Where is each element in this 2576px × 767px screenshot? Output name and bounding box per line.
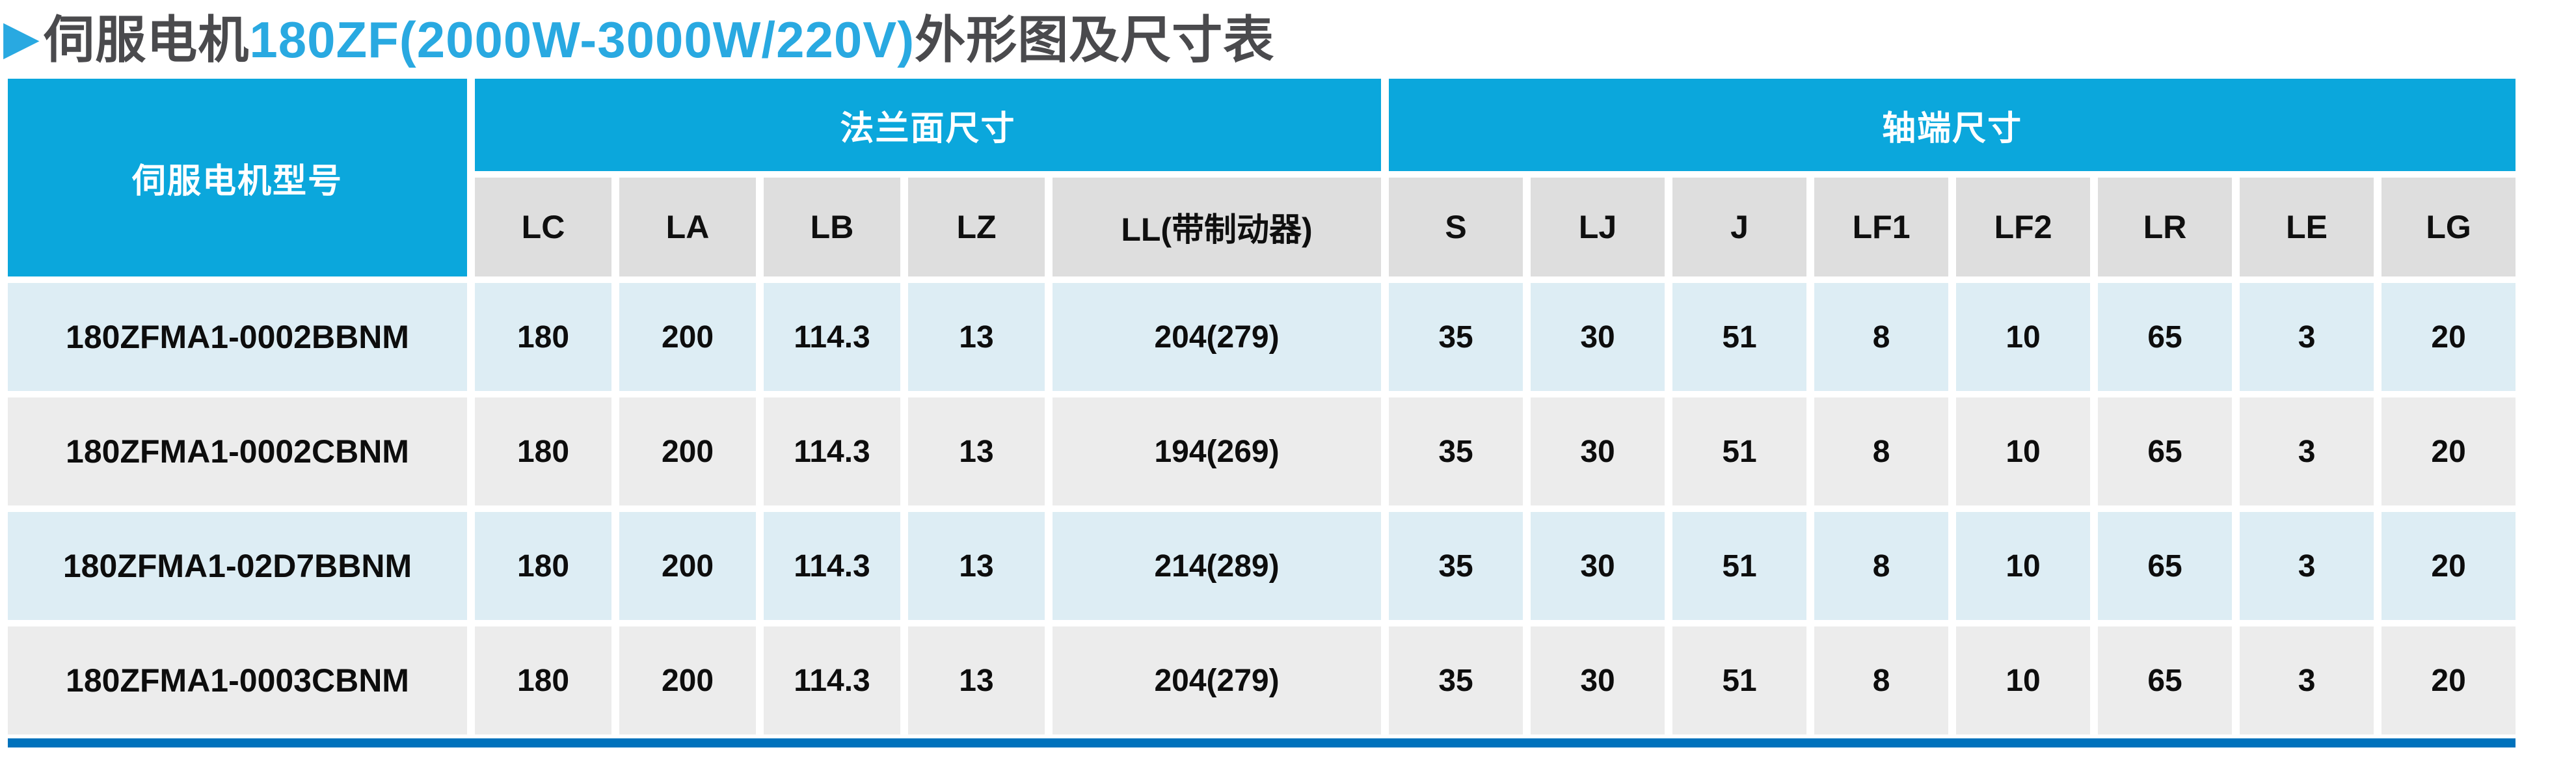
table-bottom-accent-bar (8, 738, 2516, 747)
value-cell: 3 (2240, 626, 2374, 734)
value-cell: 200 (619, 397, 756, 505)
title-arrow-icon: ▶ (4, 13, 39, 62)
model-cell: 180ZFMA1-02D7BBNM (8, 512, 467, 620)
group-header-row: 伺服电机型号 法兰面尺寸 轴端尺寸 (8, 79, 2516, 276)
value-cell: 20 (2381, 626, 2516, 734)
value-cell: 35 (1389, 397, 1523, 505)
col-header-lf1: LF1 (1814, 178, 1949, 276)
value-cell: 51 (1672, 283, 1807, 391)
value-cell: 114.3 (764, 626, 900, 734)
col-header-lb: LB (764, 178, 900, 276)
table-row-3: 180ZFMA1-02D7BBNM 180 200 114.3 13 214(2… (8, 512, 2516, 620)
value-cell: 114.3 (764, 512, 900, 620)
value-cell: 10 (1956, 283, 2091, 391)
sub-header-row: LC LA LB LZ LL(带制动器) S LJ J LF1 LF2 LR L… (8, 178, 2516, 276)
value-cell: 10 (1956, 512, 2091, 620)
model-cell: 180ZFMA1-0002CBNM (8, 397, 467, 505)
value-cell: 51 (1672, 626, 1807, 734)
col-header-lj: LJ (1531, 178, 1665, 276)
value-cell: 30 (1531, 283, 1665, 391)
value-cell: 30 (1531, 397, 1665, 505)
value-cell: 204(279) (1053, 626, 1382, 734)
value-cell: 8 (1814, 283, 1949, 391)
col-header-lc: LC (475, 178, 611, 276)
value-cell: 51 (1672, 397, 1807, 505)
col-header-lg: LG (2381, 178, 2516, 276)
value-cell: 204(279) (1053, 283, 1382, 391)
value-cell: 114.3 (764, 283, 900, 391)
value-cell: 10 (1956, 626, 2091, 734)
col-header-j: J (1672, 178, 1807, 276)
value-cell: 13 (908, 512, 1045, 620)
value-cell: 30 (1531, 512, 1665, 620)
group-header-flange: 法兰面尺寸 (475, 79, 1382, 171)
col-header-ll-with-brake: LL(带制动器) (1053, 178, 1382, 276)
value-cell: 20 (2381, 283, 2516, 391)
model-cell: 180ZFMA1-0003CBNM (8, 626, 467, 734)
value-cell: 3 (2240, 512, 2374, 620)
value-cell: 8 (1814, 397, 1949, 505)
value-cell: 8 (1814, 512, 1949, 620)
col-header-model: 伺服电机型号 (8, 79, 467, 276)
value-cell: 20 (2381, 512, 2516, 620)
group-header-shaft: 轴端尺寸 (1389, 79, 2516, 171)
value-cell: 8 (1814, 626, 1949, 734)
value-cell: 13 (908, 283, 1045, 391)
value-cell: 10 (1956, 397, 2091, 505)
table-row-2: 180ZFMA1-0002CBNM 180 200 114.3 13 194(2… (8, 397, 2516, 505)
value-cell: 13 (908, 397, 1045, 505)
col-header-lz: LZ (908, 178, 1045, 276)
value-cell: 35 (1389, 283, 1523, 391)
col-header-la: LA (619, 178, 756, 276)
value-cell: 3 (2240, 283, 2374, 391)
dimension-table: 伺服电机型号 法兰面尺寸 轴端尺寸 LC LA LB LZ LL(带制动器) S… (0, 72, 2523, 741)
value-cell: 13 (908, 626, 1045, 734)
value-cell: 51 (1672, 512, 1807, 620)
value-cell: 3 (2240, 397, 2374, 505)
value-cell: 35 (1389, 626, 1523, 734)
col-header-lr: LR (2098, 178, 2233, 276)
table-row-4: 180ZFMA1-0003CBNM 180 200 114.3 13 204(2… (8, 626, 2516, 734)
value-cell: 65 (2098, 512, 2233, 620)
value-cell: 180 (475, 512, 611, 620)
value-cell: 20 (2381, 397, 2516, 505)
col-header-le: LE (2240, 178, 2374, 276)
value-cell: 35 (1389, 512, 1523, 620)
value-cell: 30 (1531, 626, 1665, 734)
model-cell: 180ZFMA1-0002BBNM (8, 283, 467, 391)
value-cell: 200 (619, 283, 756, 391)
table-row-1: 180ZFMA1-0002BBNM 180 200 114.3 13 204(2… (8, 283, 2516, 391)
value-cell: 65 (2098, 397, 2233, 505)
title-model-range: 180ZF(2000W-3000W/220V) (249, 11, 915, 68)
value-cell: 180 (475, 397, 611, 505)
value-cell: 180 (475, 626, 611, 734)
page-title: ▶ 伺服电机180ZF(2000W-3000W/220V)外形图及尺寸表 (0, 0, 2576, 72)
value-cell: 200 (619, 512, 756, 620)
value-cell: 65 (2098, 283, 2233, 391)
value-cell: 180 (475, 283, 611, 391)
title-suffix: 外形图及尺寸表 (915, 11, 1275, 68)
value-cell: 214(289) (1053, 512, 1382, 620)
value-cell: 200 (619, 626, 756, 734)
value-cell: 194(269) (1053, 397, 1382, 505)
col-header-s: S (1389, 178, 1523, 276)
value-cell: 65 (2098, 626, 2233, 734)
value-cell: 114.3 (764, 397, 900, 505)
col-header-lf2: LF2 (1956, 178, 2091, 276)
title-prefix: 伺服电机 (44, 11, 250, 68)
